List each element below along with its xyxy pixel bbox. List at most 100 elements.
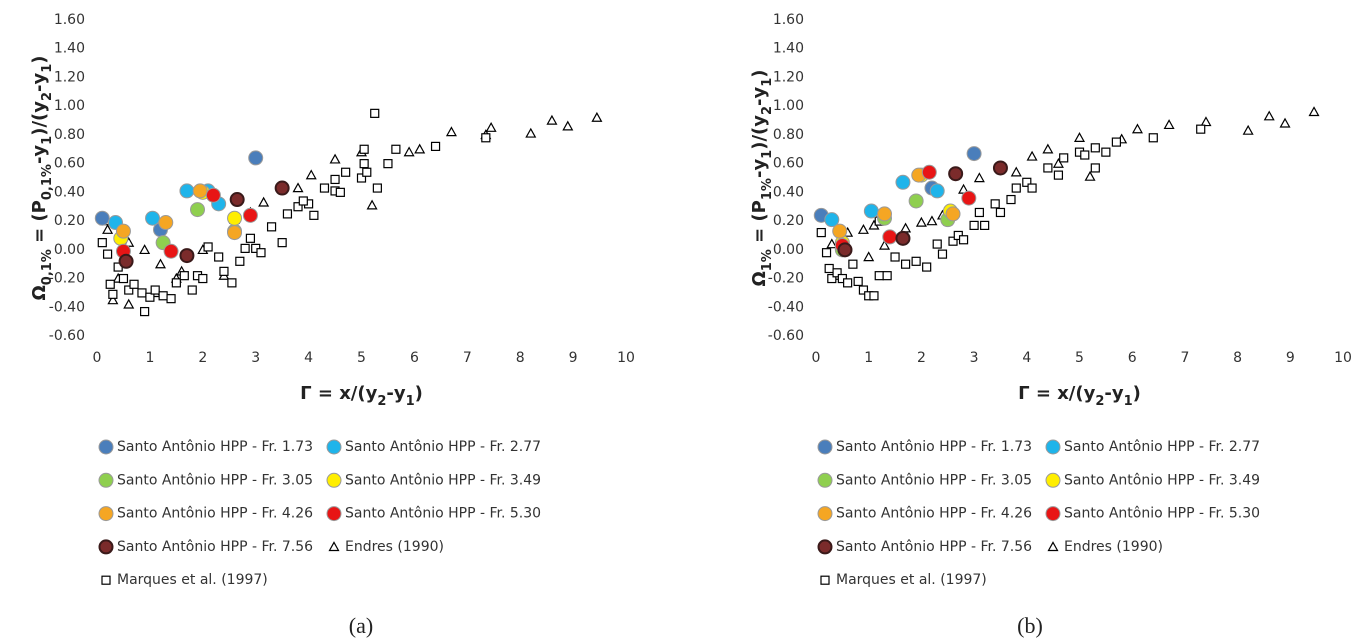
marker-triangle	[1163, 119, 1175, 130]
marker-triangle	[139, 244, 151, 255]
marker-circle	[817, 472, 833, 488]
y-tick-label: 1.40	[773, 41, 804, 57]
chart: -0.60 -0.40 -0.20 0.00 0.20 0.40 0.60 0.80 1.00 1…	[29, 12, 635, 638]
marker-circle	[98, 472, 114, 488]
marker-square	[911, 256, 921, 266]
marker-circle	[163, 243, 179, 259]
marker-square	[820, 575, 830, 585]
marker-square	[980, 220, 990, 230]
caption: (a)	[349, 613, 373, 638]
legend-item: Santo Antônio HPP - Fr. 2.77	[326, 439, 541, 455]
marker-square	[335, 187, 345, 197]
marker-square	[1059, 153, 1069, 163]
marker-circle	[229, 192, 245, 208]
marker-triangle	[562, 120, 574, 131]
marker-triangle	[926, 215, 938, 226]
marker-square	[372, 183, 382, 193]
series	[113, 184, 243, 246]
marker-triangle	[1242, 124, 1254, 135]
marker-circle	[227, 225, 243, 241]
marker-square	[1043, 163, 1053, 173]
legend-label: Santo Antônio HPP - Fr. 4.26	[117, 506, 313, 522]
marker-circle	[837, 242, 853, 258]
y-tick-label: 1.20	[54, 69, 85, 85]
marker-circle	[118, 253, 134, 269]
y-tick-label: -0.20	[768, 271, 804, 287]
marker-circle	[205, 187, 221, 203]
legend-label: Santo Antônio HPP - Fr. 1.73	[117, 439, 313, 455]
marker-circle	[326, 439, 342, 455]
marker-square	[245, 233, 256, 243]
marker-triangle	[258, 196, 270, 207]
marker-circle	[94, 210, 110, 226]
marker-circle	[190, 202, 206, 218]
marker-square	[969, 220, 979, 230]
marker-circle	[882, 229, 898, 245]
marker-triangle	[863, 251, 875, 262]
marker-square	[874, 271, 884, 281]
marker-triangle	[591, 111, 603, 122]
label-piece: Γ = x/(y	[1018, 383, 1095, 404]
marker-square	[309, 210, 319, 220]
series	[97, 108, 491, 317]
marker-square	[932, 239, 942, 249]
marker-square	[821, 248, 832, 258]
x-axis-title: Γ = x/(y2-y1)	[1018, 383, 1141, 409]
x-tick-label: 1	[864, 350, 873, 366]
legend-label: Endres (1990)	[1064, 539, 1163, 555]
x-tick-label: 9	[569, 350, 578, 366]
marker-triangle	[525, 127, 537, 138]
legend-label: Santo Antônio HPP - Fr. 2.77	[1064, 439, 1260, 455]
marker-square	[1027, 183, 1037, 193]
y-tick-label: 0.80	[773, 127, 804, 143]
marker-triangle	[1052, 157, 1064, 168]
marker-triangle	[328, 541, 340, 552]
y-tick-label: -0.40	[768, 299, 804, 315]
marker-triangle	[1263, 110, 1275, 121]
marker-circle	[98, 506, 114, 522]
marker-square	[890, 252, 900, 262]
marker-circle	[961, 190, 977, 206]
legend-label: Santo Antônio HPP - Fr. 3.49	[345, 472, 541, 488]
marker-triangle	[1084, 170, 1096, 181]
marker-square	[858, 285, 869, 295]
marker-square	[266, 222, 277, 232]
marker-square	[179, 271, 189, 281]
marker-square	[853, 276, 863, 287]
marker-triangle	[292, 182, 304, 193]
marker-square	[391, 144, 401, 154]
label-piece: -y	[749, 86, 770, 105]
marker-square	[370, 108, 380, 118]
legend-item: Endres (1990)	[1047, 539, 1163, 555]
marker-square	[102, 249, 113, 259]
marker-circle	[179, 183, 195, 199]
y-tick-label: 1.00	[54, 98, 85, 114]
x-tick-label: 0	[812, 350, 821, 366]
x-tick-label: 10	[617, 350, 635, 366]
legend-item: Santo Antônio HPP - Fr. 1.73	[98, 439, 313, 455]
label-piece: 1	[760, 78, 775, 87]
marker-square	[171, 278, 181, 288]
marker-triangle	[485, 121, 497, 132]
series	[824, 174, 945, 228]
marker-circle	[179, 248, 195, 264]
marker-circle	[921, 164, 937, 180]
marker-square	[158, 291, 168, 301]
marker-triangle	[826, 238, 838, 249]
legend-item: Santo Antônio HPP - Fr. 7.56	[98, 539, 313, 555]
label-piece: )	[415, 383, 423, 404]
marker-circle	[908, 193, 924, 209]
marker-triangle	[546, 114, 558, 125]
legend-item: Santo Antônio HPP - Fr. 4.26	[817, 506, 1032, 522]
marker-square	[359, 144, 369, 154]
marker-square	[105, 279, 115, 289]
legend-item: Santo Antônio HPP - Fr. 5.30	[1045, 506, 1260, 522]
marker-square	[298, 196, 308, 206]
marker-square	[832, 268, 842, 278]
marker-square	[1090, 163, 1100, 173]
marker-circle	[948, 166, 964, 182]
y-tick-label: 0.80	[54, 127, 85, 143]
marker-square	[869, 291, 879, 301]
marker-circle	[945, 206, 961, 222]
marker-triangle	[107, 294, 119, 305]
